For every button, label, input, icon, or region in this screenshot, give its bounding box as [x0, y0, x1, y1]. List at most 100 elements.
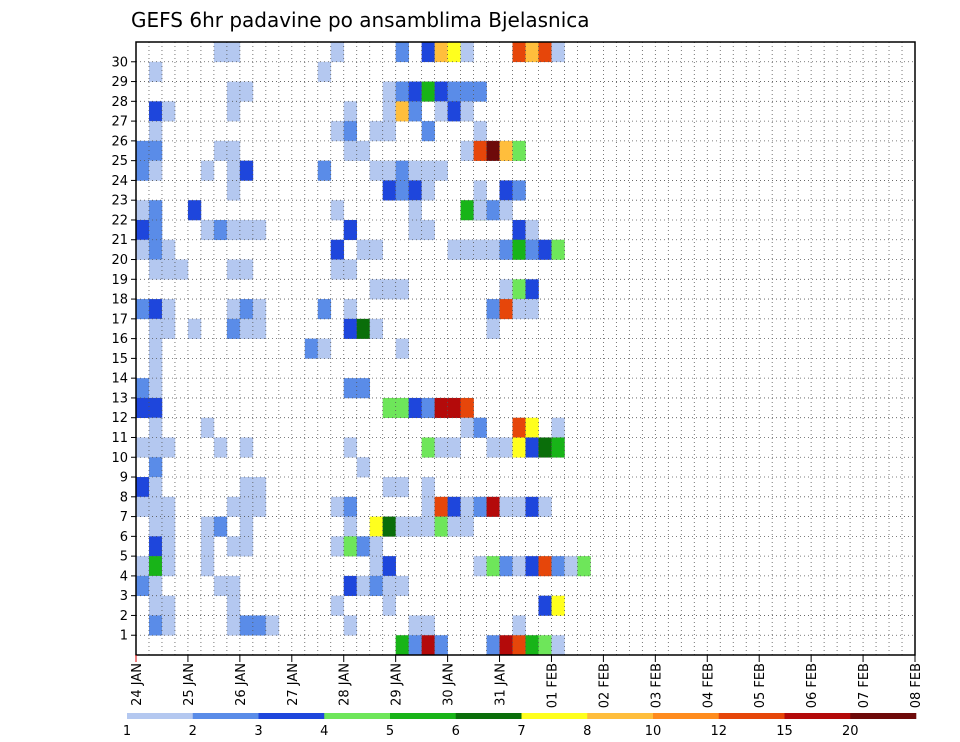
heatmap-cell — [421, 160, 435, 181]
heatmap-cell — [343, 219, 358, 241]
heatmap-cell — [161, 615, 176, 636]
heatmap-cell — [434, 397, 448, 419]
heatmap-cell — [473, 121, 487, 142]
y-tick-label: 17 — [111, 312, 128, 327]
heatmap-cell — [460, 101, 474, 122]
heatmap-cell — [447, 81, 461, 102]
heatmap-cell — [161, 437, 176, 458]
heatmap-cell — [395, 397, 409, 419]
heatmap-cell — [525, 556, 539, 577]
heatmap-cell — [499, 635, 513, 656]
x-tick-label: 04 FEB — [701, 663, 716, 708]
heatmap-cell — [161, 516, 176, 537]
heatmap-cell — [473, 417, 487, 438]
heatmap-cell — [382, 556, 396, 577]
heatmap-cell — [525, 496, 539, 517]
heatmap-cell — [421, 615, 435, 636]
heatmap-cell — [161, 299, 176, 320]
legend-swatch — [127, 713, 194, 719]
heatmap-cell — [148, 496, 163, 517]
heatmap-cell — [343, 121, 358, 142]
heatmap-cell — [512, 635, 526, 656]
heatmap-cell — [343, 575, 358, 596]
heatmap-cell — [136, 556, 150, 577]
x-axis: 24 JAN 25 JAN 26 JAN 27 JAN 28 JAN 29 JAN 30 J… — [130, 655, 924, 708]
heatmap-cell — [317, 338, 332, 359]
heatmap-cell — [499, 299, 513, 320]
heatmap-cell — [161, 239, 176, 260]
heatmap-cell — [356, 575, 370, 596]
heatmap-cell — [395, 160, 409, 181]
heatmap-cell — [187, 200, 202, 221]
legend-swatch — [718, 713, 785, 719]
heatmap-cell — [460, 81, 474, 102]
heatmap-cell — [460, 239, 474, 260]
x-tick-label: 07 FEB — [857, 663, 872, 708]
legend-swatch — [653, 713, 720, 719]
heatmap-cell — [356, 457, 370, 478]
y-tick-label: 30 — [111, 55, 128, 70]
y-tick-label: 25 — [111, 154, 128, 169]
heatmap-cell — [148, 595, 163, 616]
y-tick-label: 27 — [111, 115, 128, 130]
heatmap-cell — [538, 556, 552, 577]
heatmap-cell — [499, 200, 513, 221]
heatmap-cell — [239, 160, 254, 181]
heatmap-cell — [136, 219, 150, 241]
heatmap-cell — [161, 595, 176, 616]
heatmap-cell — [200, 556, 215, 577]
heatmap-cell — [239, 496, 254, 517]
heatmap-cell — [148, 417, 163, 438]
heatmap-cell — [525, 299, 539, 320]
heatmap-cell — [200, 219, 215, 241]
heatmap-cell — [447, 101, 461, 122]
heatmap-cell — [161, 556, 176, 577]
heatmap-cell — [538, 595, 552, 616]
x-tick-label: 29 JAN — [390, 663, 405, 706]
heatmap-cell — [252, 299, 267, 320]
heatmap-cell — [317, 299, 332, 320]
heatmap-cell — [421, 496, 435, 517]
heatmap-cell — [408, 180, 422, 201]
heatmap-cell — [486, 318, 500, 339]
heatmap-cell — [460, 397, 474, 419]
legend-swatch — [390, 713, 457, 719]
heatmap-cell — [239, 615, 254, 636]
y-tick-label: 13 — [111, 391, 128, 406]
heatmap-cell — [421, 42, 435, 63]
heatmap-cell — [343, 496, 358, 517]
heatmap-cell — [395, 338, 409, 359]
heatmap-cell — [136, 200, 150, 221]
heatmap-cell — [330, 595, 345, 616]
heatmap-cell — [395, 279, 409, 300]
heatmap-cell — [577, 556, 591, 577]
heatmap-cell — [382, 101, 396, 122]
legend-swatch — [258, 713, 325, 719]
heatmap-cell — [499, 279, 513, 300]
heatmap-cell — [473, 556, 487, 577]
y-tick-label: 4 — [120, 569, 128, 584]
heatmap-cell — [512, 417, 526, 438]
heatmap-cell — [226, 536, 241, 557]
heatmap-cell — [486, 496, 500, 517]
heatmap-cell — [330, 239, 345, 260]
heatmap-cell — [460, 42, 474, 63]
heatmap-cell — [239, 219, 254, 241]
legend-label: 10 — [645, 724, 662, 739]
heatmap-cell — [564, 556, 578, 577]
x-tick-label: 08 FEB — [909, 663, 924, 708]
legend-label: 8 — [583, 724, 591, 739]
legend-swatch — [784, 713, 851, 719]
heatmap-cell — [252, 318, 267, 339]
heatmap-cell — [226, 259, 241, 280]
legend-swatch — [587, 713, 654, 719]
heatmap-cell — [136, 140, 150, 161]
heatmap-cell — [473, 81, 487, 102]
heatmap-cell — [369, 516, 383, 537]
heatmap-cell — [460, 140, 474, 161]
y-tick-label: 18 — [111, 293, 128, 308]
heatmap-cell — [408, 615, 422, 636]
heatmap-cell — [356, 318, 370, 339]
heatmap-cell — [148, 140, 163, 161]
heatmap-cell — [343, 259, 358, 280]
